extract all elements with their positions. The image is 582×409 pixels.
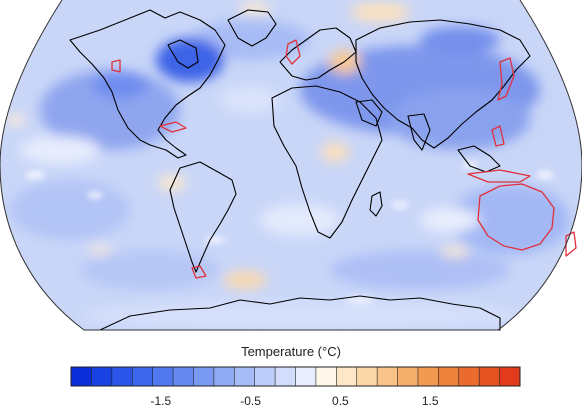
colorbar-segment: [91, 367, 113, 386]
map-boundary: [0, 0, 582, 331]
coastline-new-zealand: [565, 231, 577, 257]
coastline-florida: [111, 59, 121, 73]
colorbar-segment: [213, 367, 235, 386]
coastline-madagascar: [369, 191, 383, 217]
coastline-south-america: [169, 161, 237, 273]
colorbar-segment: [71, 367, 92, 386]
colorbar-tick-label: 0.5: [332, 394, 349, 408]
coastline-uk: [285, 39, 301, 65]
coastline-africa: [271, 85, 383, 239]
coastline-patagonia-tip: [191, 265, 207, 279]
colorbar-segment: [254, 367, 276, 386]
colorbar-segment: [458, 367, 480, 386]
colorbar-segment: [295, 367, 317, 386]
colorbar-segment: [152, 367, 174, 386]
colorbar-segment: [479, 367, 500, 386]
coastline-north-america: [69, 9, 226, 159]
temperature-anomaly-field: [0, 0, 582, 330]
colorbar-segment: [438, 367, 460, 386]
coastline-australia: [477, 183, 555, 251]
colorbar-tick-label: 1.5: [421, 394, 439, 408]
colorbar-segment: [275, 367, 296, 386]
coastline-indonesia: [467, 169, 531, 183]
colorbar-segment: [132, 367, 153, 386]
colorbar-segment: [499, 367, 521, 386]
coastline-se-asia-islands: [457, 145, 501, 173]
colorbar-segment: [377, 367, 398, 386]
coastline-caribbean: [159, 121, 187, 133]
colorbar-segment: [417, 367, 439, 386]
colorbar-segment: [315, 367, 337, 386]
coastline-philippines: [491, 125, 505, 147]
coastline-japan: [497, 57, 515, 101]
colorbar-segment: [397, 367, 419, 386]
colorbar-frame: [70, 366, 521, 387]
colorbar-segment: [336, 367, 358, 386]
coastline-hudson-bay: [167, 39, 199, 69]
coastline-india: [407, 113, 431, 151]
colorbar-title: Temperature (°C): [241, 344, 341, 359]
highlighted-coastlines: [111, 39, 577, 279]
colorbar-tick-label: -1.5: [150, 394, 172, 408]
coastline-asia: [355, 19, 531, 149]
colorbar-tick-label: -0.5: [240, 394, 261, 408]
colorbar-segment: [356, 367, 378, 386]
colorbar-segment: [173, 367, 194, 386]
coastline-antarctica: [99, 295, 501, 331]
coastline-arabia: [355, 99, 383, 127]
colorbar: [70, 366, 521, 387]
coastline-greenland: [227, 9, 277, 47]
coastlines: [69, 9, 531, 331]
colorbar-segment: [111, 367, 133, 386]
colorbar-segment: [193, 367, 215, 386]
colorbar-segment: [234, 367, 255, 386]
